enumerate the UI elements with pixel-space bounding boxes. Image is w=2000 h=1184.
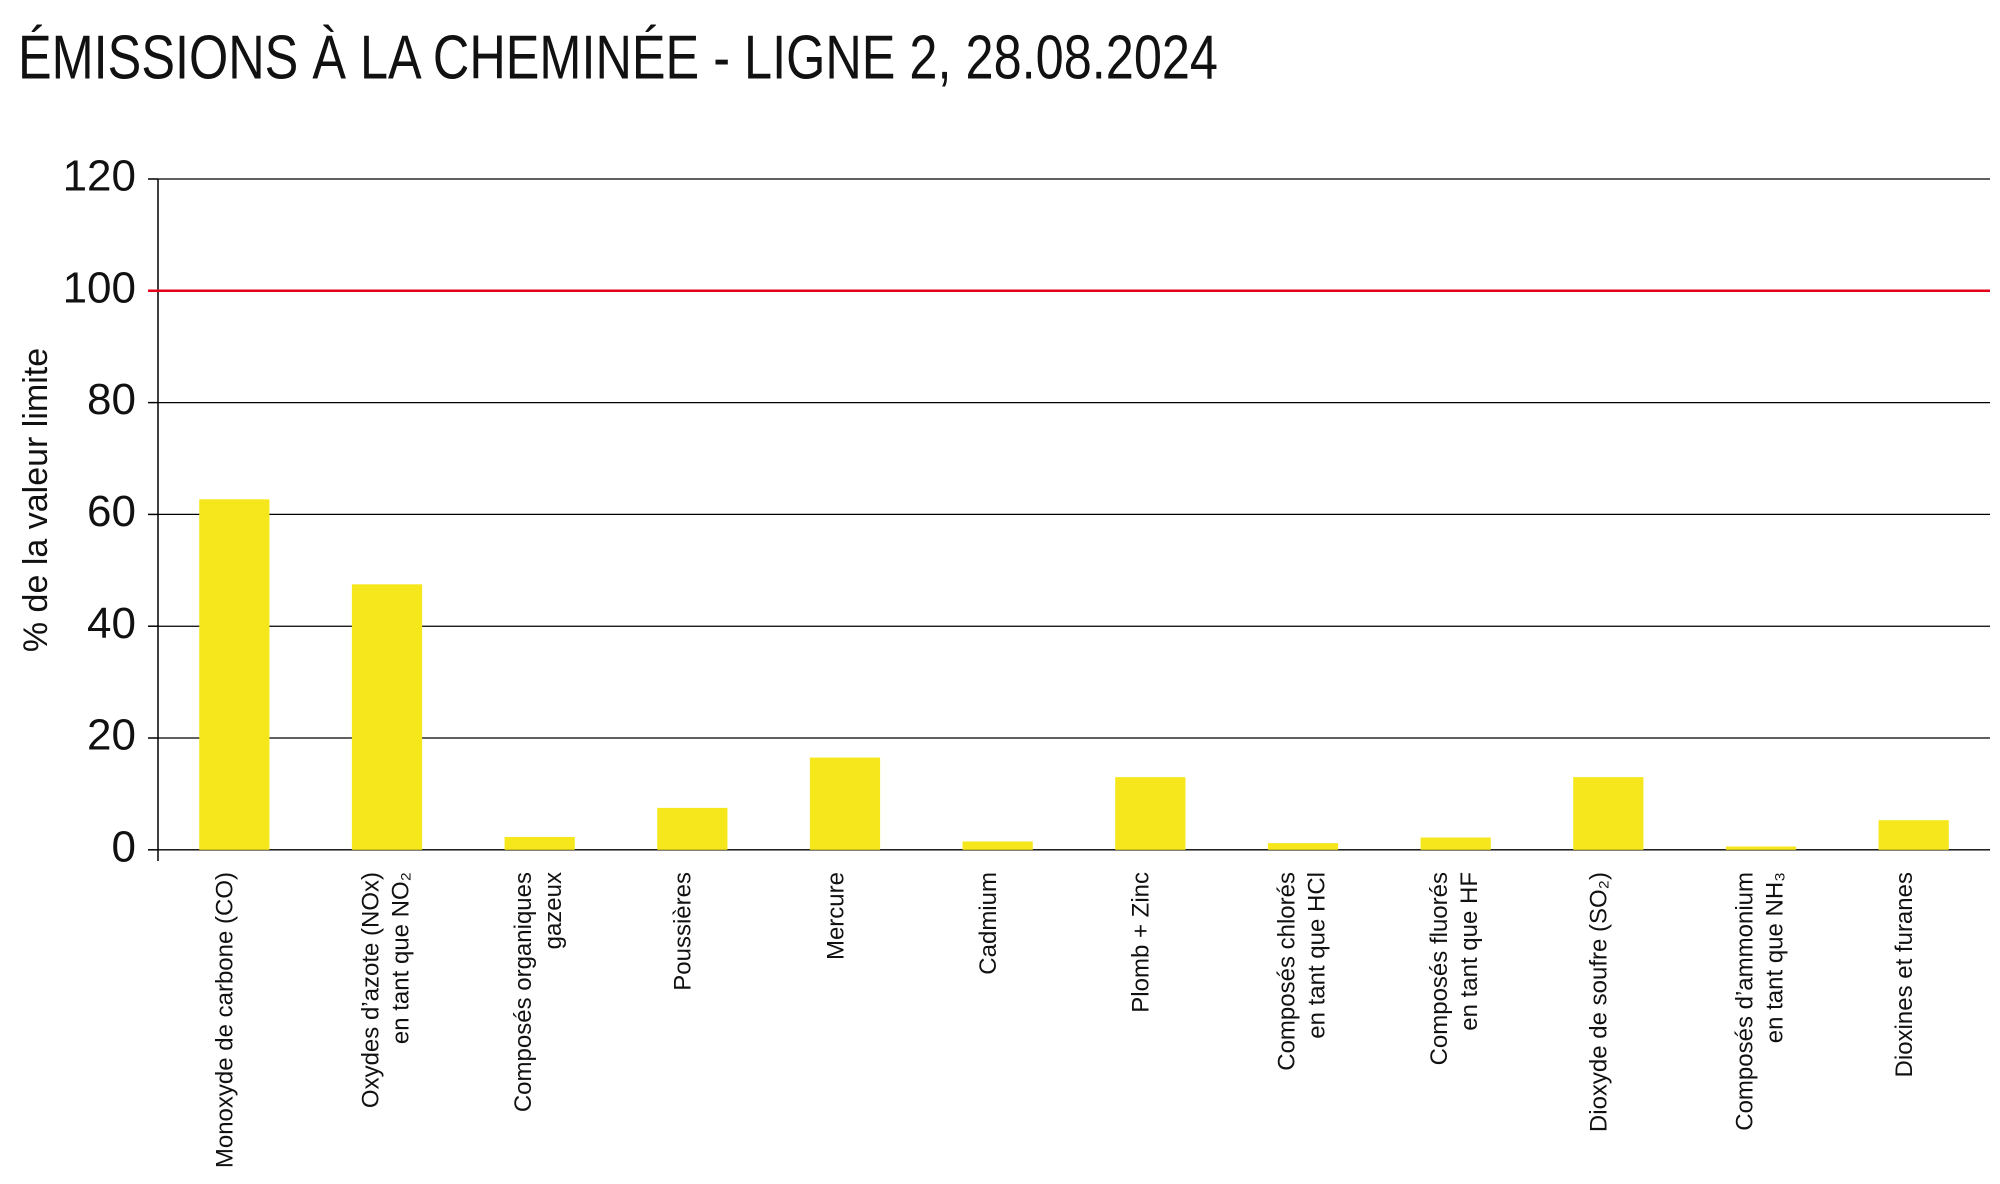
bar bbox=[199, 499, 270, 850]
bar bbox=[1420, 837, 1491, 850]
bar bbox=[657, 807, 728, 850]
y-tick-label: 100 bbox=[63, 263, 136, 312]
x-tick-label: Composés chlorés bbox=[1273, 872, 1300, 1071]
x-tick-label: Composés fluorés bbox=[1426, 872, 1453, 1065]
x-tick-label: Dioxines et furanes bbox=[1891, 872, 1918, 1077]
bar bbox=[504, 836, 575, 850]
y-tick-label: 20 bbox=[87, 711, 136, 760]
bar bbox=[962, 841, 1033, 850]
bar bbox=[1725, 846, 1797, 850]
x-tick-label: Mercure bbox=[822, 872, 849, 960]
bar bbox=[809, 757, 881, 850]
y-tick-label: 120 bbox=[63, 152, 136, 201]
x-tick-label: Composés organiques bbox=[510, 872, 537, 1112]
y-axis-label: % de la valeur limite bbox=[17, 348, 55, 652]
x-tick-label: gazeux bbox=[540, 872, 567, 949]
x-tick-label: Cadmium bbox=[975, 872, 1002, 975]
y-tick-label: 80 bbox=[87, 375, 136, 424]
x-tick-label: en tant que NH₃ bbox=[1761, 872, 1788, 1043]
bar bbox=[1267, 843, 1339, 850]
chart-title: ÉMISSIONS À LA CHEMINÉE - LIGNE 2, 28.08… bbox=[18, 23, 1218, 92]
y-tick-label: 0 bbox=[112, 822, 136, 871]
bar bbox=[1115, 777, 1186, 850]
bar bbox=[1573, 777, 1644, 850]
x-tick-label: en tant que HCl bbox=[1303, 872, 1330, 1039]
bar bbox=[351, 584, 423, 850]
x-tick-label: Poussières bbox=[670, 872, 697, 991]
x-tick-label: Plomb + Zinc bbox=[1128, 872, 1155, 1013]
bar bbox=[1878, 820, 1949, 850]
y-tick-label: 60 bbox=[87, 487, 136, 536]
x-tick-label: Composés d’ammonium bbox=[1731, 872, 1758, 1131]
y-tick-label: 40 bbox=[87, 599, 136, 648]
x-tick-label: en tant que NO₂ bbox=[387, 872, 414, 1044]
x-tick-label: Monoxyde de carbone (CO) bbox=[212, 872, 239, 1168]
x-tick-label: en tant que HF bbox=[1456, 872, 1483, 1031]
x-tick-label: Oxydes d’azote (NOx) bbox=[357, 872, 384, 1108]
x-tick-label: Dioxyde de soufre (SO₂) bbox=[1586, 872, 1613, 1132]
